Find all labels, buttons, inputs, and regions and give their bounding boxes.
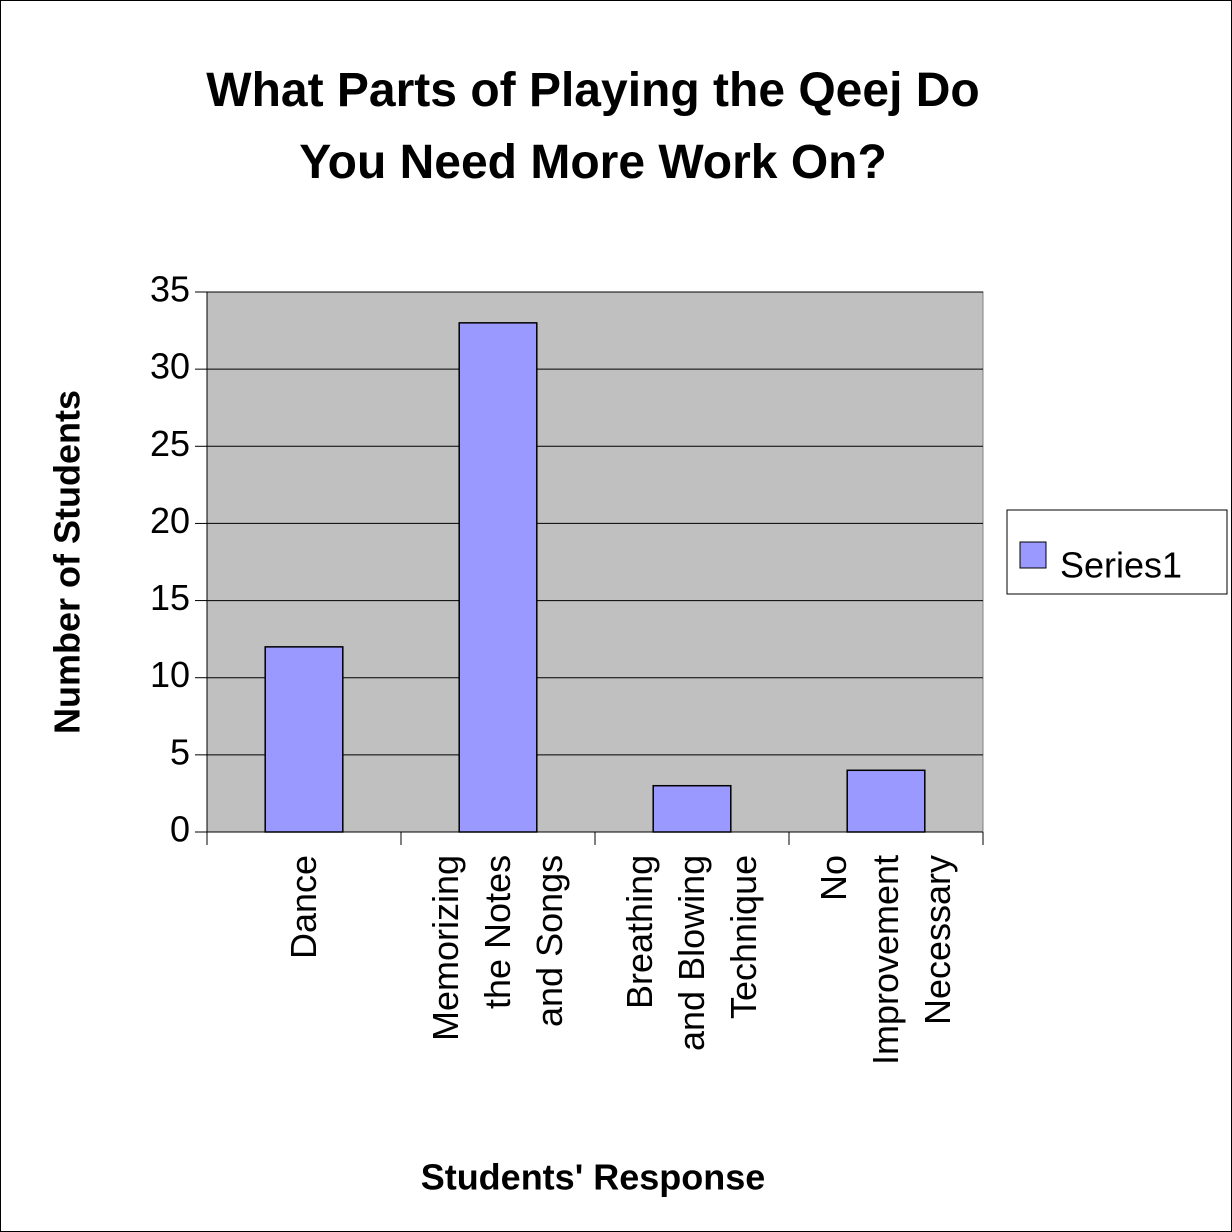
x-tick-label: No Improvement Necessary <box>813 855 958 1066</box>
x-tick-label: Breathing and Blowing Technique <box>619 855 764 1052</box>
bar <box>846 769 926 833</box>
y-tick-label: 25 <box>150 423 190 464</box>
bar <box>264 646 344 833</box>
x-tick-label: Dance <box>283 855 324 960</box>
y-tick-label: 15 <box>150 577 190 618</box>
y-axis-title: Number of Students <box>47 390 88 734</box>
y-tick-label: 30 <box>150 346 190 387</box>
y-tick-label: 35 <box>150 269 190 310</box>
bar <box>458 322 538 833</box>
y-tick-label: 20 <box>150 500 190 541</box>
bar <box>652 784 732 833</box>
chart-title: What Parts of Playing the Qeej Do You Ne… <box>206 64 980 189</box>
legend-swatch <box>1019 541 1047 569</box>
y-tick-label: 5 <box>170 731 190 772</box>
x-axis-title: Students' Response <box>421 1157 766 1198</box>
legend-label: Series1 <box>1060 545 1182 586</box>
y-tick-label: 0 <box>170 809 190 850</box>
y-tick-label: 10 <box>150 654 190 695</box>
x-tick-label: Memorizing the Notes and Songs <box>425 855 570 1042</box>
